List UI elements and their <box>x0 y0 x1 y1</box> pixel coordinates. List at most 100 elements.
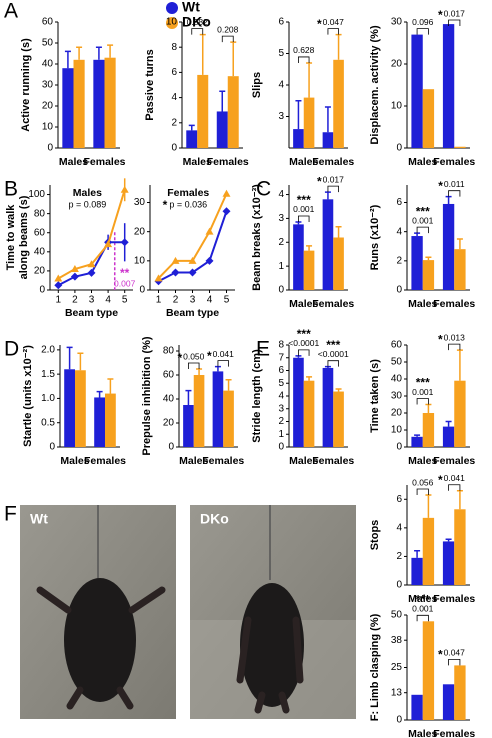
bar <box>212 371 224 447</box>
photo-label: Wt <box>30 511 48 527</box>
bar <box>454 249 466 290</box>
y-tick-label: 4 <box>278 189 284 200</box>
p-value: 0.041 <box>213 349 235 359</box>
error-bar <box>335 33 342 60</box>
annotation-stars: * <box>163 198 168 212</box>
y-tick-label: 30 <box>134 197 146 208</box>
x-tick-label: 3 <box>89 295 95 306</box>
y-tick-label: 20 <box>134 226 146 237</box>
y-tick-label: 10 <box>42 122 54 133</box>
bar <box>454 146 466 148</box>
bar <box>442 684 455 720</box>
y-tick-label: 0 <box>168 442 174 453</box>
x-tick-label: Females <box>84 455 126 467</box>
y-axis-label: Slips <box>251 72 263 98</box>
panel-letter: B <box>4 178 18 201</box>
mouse <box>64 578 136 702</box>
x-tick-label: Females <box>207 156 249 168</box>
point <box>222 189 231 197</box>
legend-swatch <box>166 17 178 29</box>
significance-bracket <box>416 226 429 234</box>
error-bar <box>225 379 232 391</box>
y-axis-label: Time to walk <box>5 204 17 271</box>
significance-bracket <box>327 185 339 193</box>
bar <box>454 665 466 720</box>
bar <box>293 357 304 447</box>
x-tick-label: Females <box>83 156 125 168</box>
bar <box>303 250 315 290</box>
y-tick-label: 6 <box>278 365 284 376</box>
y-tick-label: 6 <box>171 67 177 78</box>
error-bar <box>414 549 421 558</box>
x-tick-label: 2 <box>173 295 179 306</box>
significance-bracket <box>448 190 461 197</box>
error-bar <box>324 106 331 133</box>
x-tick-label: 4 <box>207 295 213 306</box>
point <box>188 268 197 277</box>
error-bar <box>76 46 83 60</box>
y-tick-label: 0 <box>278 285 284 296</box>
point <box>70 265 79 272</box>
point <box>154 274 163 282</box>
x-tick-label: Females <box>433 455 475 467</box>
bar <box>73 59 85 148</box>
x-tick-label: Females <box>312 156 354 168</box>
significance-bracket <box>191 28 204 35</box>
bar <box>93 59 105 148</box>
y-axis-label: Active running (s) <box>20 38 32 132</box>
bar <box>333 59 344 148</box>
limbs <box>36 586 166 710</box>
y-tick-label: 40 <box>42 59 54 70</box>
y-tick-label: 10 <box>166 17 178 28</box>
y-tick-label: 30 <box>391 17 403 28</box>
p-value: 0.628 <box>293 45 315 55</box>
panel-letter: F <box>4 503 17 526</box>
y-tick-label: 2 <box>396 255 402 266</box>
error-bar <box>199 33 206 75</box>
error-bar <box>306 62 313 98</box>
bar <box>322 367 334 447</box>
p-value: 0.013 <box>444 332 466 342</box>
bar <box>442 203 455 290</box>
y-tick-label: 3 <box>278 213 284 224</box>
point <box>171 256 180 264</box>
p-value: 0.208 <box>217 24 239 34</box>
bar <box>193 375 205 447</box>
error-bar <box>414 434 421 437</box>
x-axis-label: Beam type <box>166 307 219 319</box>
marker-p: 0.007 <box>114 278 136 288</box>
y-tick-label: 25 <box>391 662 403 673</box>
y-tick-label: 4 <box>278 391 284 402</box>
annotation: p = 0.089 <box>68 199 106 209</box>
p-value: 0.047 <box>444 648 466 658</box>
p-value: 0.582 <box>187 17 209 27</box>
bar <box>442 24 455 149</box>
y-tick-label: 4 <box>278 80 284 91</box>
bar <box>422 517 435 585</box>
bar <box>454 380 466 447</box>
x-tick-label: Females <box>433 156 475 168</box>
significance-bracket <box>448 659 461 666</box>
error-bar <box>66 346 73 370</box>
error-bar <box>295 100 302 130</box>
photo-dko: DKo <box>190 505 356 719</box>
annotation: p = 0.036 <box>169 199 207 209</box>
y-axis-label: Stops <box>369 520 381 551</box>
point <box>205 227 214 235</box>
p-value: 0.001 <box>412 604 434 614</box>
y-tick-label: 0 <box>278 442 284 453</box>
significance-stars: *** <box>416 376 430 390</box>
y-tick-label: 1 <box>278 429 284 440</box>
limbs <box>236 616 304 714</box>
y-tick-label: 4 <box>396 522 402 533</box>
y-tick-label: 0 <box>396 143 402 154</box>
bar <box>183 405 194 447</box>
photo-wt: Wt <box>20 505 176 719</box>
significance-stars: * <box>438 473 443 487</box>
y-tick-label: 3 <box>278 403 284 414</box>
y-tick-label: 1.5 <box>41 369 55 380</box>
error-bar <box>295 355 302 358</box>
p-value: 0.001 <box>293 204 315 214</box>
y-axis-label: along beams (s) <box>18 195 30 279</box>
y-tick-label: 4 <box>171 92 177 103</box>
